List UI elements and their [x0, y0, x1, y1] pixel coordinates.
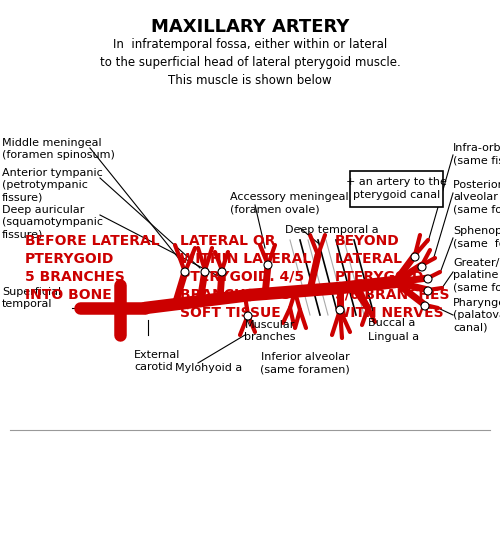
Text: Middle meningeal
(foramen spinosum): Middle meningeal (foramen spinosum) — [2, 138, 115, 160]
Text: + an artery to the
pterygoid canal: + an artery to the pterygoid canal — [346, 177, 446, 201]
Bar — [350, 171, 442, 207]
Text: MAXILLARY ARTERY: MAXILLARY ARTERY — [151, 18, 349, 36]
Text: Posterior superior
alveolar
(same foramina): Posterior superior alveolar (same forami… — [453, 180, 500, 215]
Text: External
carotid: External carotid — [134, 350, 180, 372]
Text: BEFORE LATERAL
PTERYGOID
5 BRANCHES
INTO BONE: BEFORE LATERAL PTERYGOID 5 BRANCHES INTO… — [25, 234, 160, 302]
Circle shape — [424, 275, 432, 283]
Text: Deep temporal a: Deep temporal a — [285, 225, 378, 235]
Text: BEYOND
LATERAL
PTERYGOID
5/6 BRANCHES
WITH NERVES: BEYOND LATERAL PTERYGOID 5/6 BRANCHES WI… — [335, 234, 450, 320]
Circle shape — [424, 287, 432, 295]
Text: Buccal a: Buccal a — [368, 318, 416, 328]
Text: Mylohyoid a: Mylohyoid a — [175, 363, 242, 373]
Circle shape — [421, 302, 429, 310]
Text: Lingual a: Lingual a — [368, 332, 419, 342]
Circle shape — [244, 312, 252, 320]
Circle shape — [201, 268, 209, 276]
Text: Accessory meningeal
(foramen ovale): Accessory meningeal (foramen ovale) — [230, 192, 348, 214]
Text: Infra-orbital
(same fissure): Infra-orbital (same fissure) — [453, 143, 500, 165]
Text: Superficial
temporal: Superficial temporal — [2, 287, 61, 309]
Text: Inferior alveolar
(same foramen): Inferior alveolar (same foramen) — [260, 352, 350, 374]
Text: Pharyngeal
(palatovaginal
canal): Pharyngeal (palatovaginal canal) — [453, 298, 500, 333]
Circle shape — [418, 263, 426, 271]
Text: Anterior tympanic
(petrotympanic
fissure): Anterior tympanic (petrotympanic fissure… — [2, 168, 103, 203]
Text: Greater/lesser
palatine
(same foramina): Greater/lesser palatine (same foramina) — [453, 258, 500, 293]
Circle shape — [336, 306, 344, 314]
Text: Deep auricular
(squamotympanic
fissure): Deep auricular (squamotympanic fissure) — [2, 205, 103, 240]
Circle shape — [411, 253, 419, 261]
Text: Sphenopalatine
(same  foramen): Sphenopalatine (same foramen) — [453, 226, 500, 249]
Circle shape — [218, 268, 226, 276]
Text: In  infratemporal fossa, either within or lateral
to the superficial head of lat: In infratemporal fossa, either within or… — [100, 38, 401, 87]
Circle shape — [181, 268, 189, 276]
Text: LATERAL OR
WITHIN LATERAL
PTERYGOID. 4/5
BRANCHES TO
SOFT TISSUE: LATERAL OR WITHIN LATERAL PTERYGOID. 4/5… — [180, 234, 311, 320]
Text: Muscular
branches: Muscular branches — [244, 320, 296, 342]
Circle shape — [264, 261, 272, 269]
